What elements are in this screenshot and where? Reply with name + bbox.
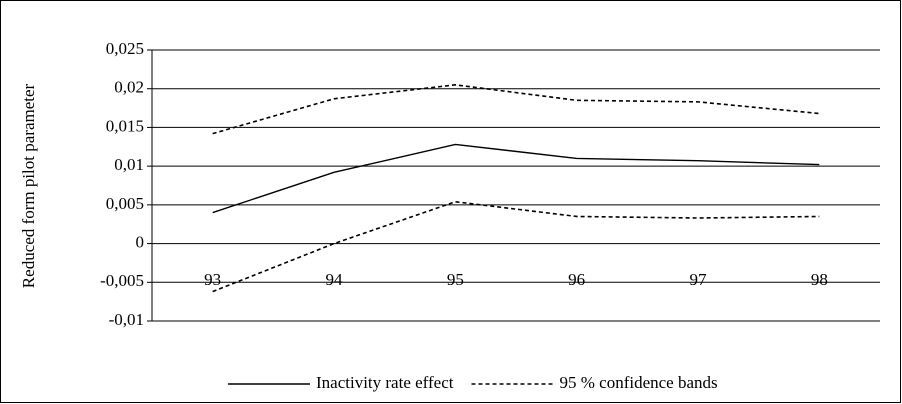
legend-label: 95 % confidence bands <box>560 373 718 392</box>
x-tick-label: 95 <box>447 270 464 289</box>
x-tick-label: 98 <box>811 270 828 289</box>
x-tick-label: 96 <box>568 270 585 289</box>
y-tick-label: 0,01 <box>114 155 144 174</box>
y-tick-label: -0,01 <box>109 310 144 329</box>
series-line <box>212 84 820 135</box>
x-tick-label: 97 <box>690 270 708 289</box>
x-tick-label: 94 <box>326 270 344 289</box>
y-tick-label: 0,015 <box>106 116 144 135</box>
x-tick-label: 93 <box>204 270 221 289</box>
y-axis-title: Reduced form pilot parameter <box>19 83 38 288</box>
series-line <box>212 143 820 214</box>
y-tick-label: -0,005 <box>100 271 144 290</box>
y-tick-label: 0,025 <box>106 39 144 58</box>
y-tick-label: 0 <box>136 232 145 251</box>
y-tick-label: 0,005 <box>106 194 144 213</box>
y-tick-label: 0,02 <box>114 78 144 97</box>
series-line <box>212 200 820 293</box>
legend-label: Inactivity rate effect <box>316 373 454 392</box>
